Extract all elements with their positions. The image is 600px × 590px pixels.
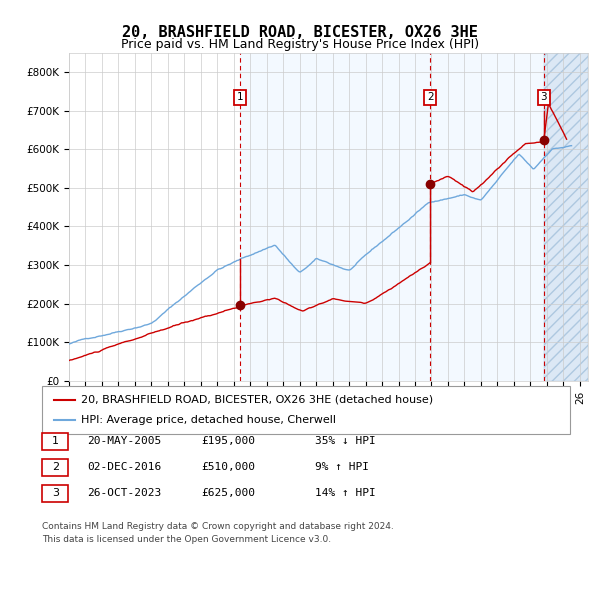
Text: 35% ↓ HPI: 35% ↓ HPI bbox=[315, 437, 376, 446]
Text: Contains HM Land Registry data © Crown copyright and database right 2024.
This d: Contains HM Land Registry data © Crown c… bbox=[42, 522, 394, 545]
Text: 1: 1 bbox=[52, 437, 59, 446]
Text: £510,000: £510,000 bbox=[201, 463, 255, 472]
Text: 20, BRASHFIELD ROAD, BICESTER, OX26 3HE: 20, BRASHFIELD ROAD, BICESTER, OX26 3HE bbox=[122, 25, 478, 40]
Text: 20, BRASHFIELD ROAD, BICESTER, OX26 3HE (detached house): 20, BRASHFIELD ROAD, BICESTER, OX26 3HE … bbox=[81, 395, 433, 405]
Bar bbox=[240, 53, 544, 381]
Text: Price paid vs. HM Land Registry's House Price Index (HPI): Price paid vs. HM Land Registry's House … bbox=[121, 38, 479, 51]
Text: 14% ↑ HPI: 14% ↑ HPI bbox=[315, 489, 376, 498]
Text: 02-DEC-2016: 02-DEC-2016 bbox=[87, 463, 161, 472]
Text: 2: 2 bbox=[427, 92, 433, 102]
Text: 9% ↑ HPI: 9% ↑ HPI bbox=[315, 463, 369, 472]
Text: 2: 2 bbox=[52, 463, 59, 472]
Text: 3: 3 bbox=[541, 92, 547, 102]
Text: HPI: Average price, detached house, Cherwell: HPI: Average price, detached house, Cher… bbox=[81, 415, 336, 425]
Text: £625,000: £625,000 bbox=[201, 489, 255, 498]
Text: 20-MAY-2005: 20-MAY-2005 bbox=[87, 437, 161, 446]
Text: 3: 3 bbox=[52, 489, 59, 498]
Text: 1: 1 bbox=[237, 92, 244, 102]
Text: £195,000: £195,000 bbox=[201, 437, 255, 446]
Text: 26-OCT-2023: 26-OCT-2023 bbox=[87, 489, 161, 498]
